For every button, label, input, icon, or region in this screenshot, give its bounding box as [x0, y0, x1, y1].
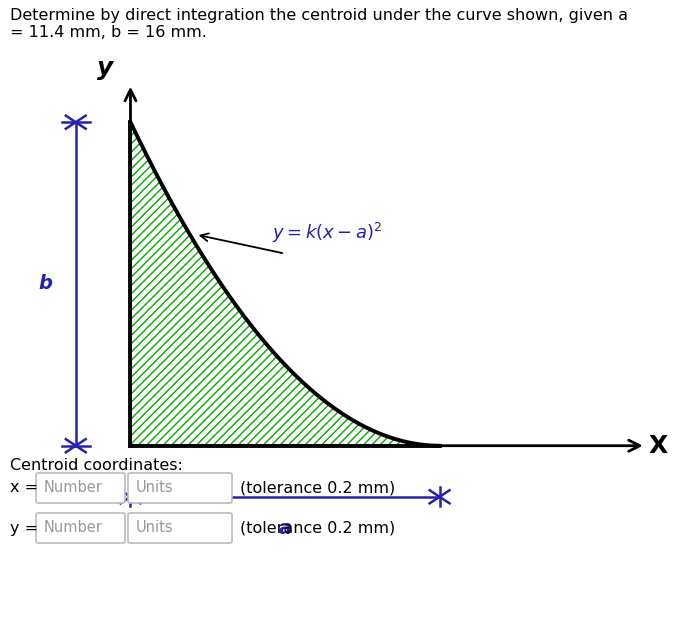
- Text: X: X: [649, 434, 668, 458]
- Text: Units: Units: [136, 481, 174, 496]
- Text: y =: y =: [10, 520, 38, 535]
- Text: a: a: [279, 519, 292, 538]
- Text: (tolerance 0.2 mm): (tolerance 0.2 mm): [240, 481, 396, 496]
- Text: Determine by direct integration the centroid under the curve shown, given a: Determine by direct integration the cent…: [10, 8, 628, 23]
- Text: x =: x =: [10, 481, 38, 496]
- FancyBboxPatch shape: [36, 513, 125, 543]
- Text: y: y: [97, 56, 113, 80]
- FancyBboxPatch shape: [128, 473, 232, 503]
- Text: Units: Units: [136, 520, 174, 535]
- Text: Centroid coordinates:: Centroid coordinates:: [10, 458, 183, 473]
- Text: = 11.4 mm, b = 16 mm.: = 11.4 mm, b = 16 mm.: [10, 25, 207, 40]
- FancyBboxPatch shape: [128, 513, 232, 543]
- Text: b: b: [38, 274, 52, 294]
- FancyBboxPatch shape: [36, 473, 125, 503]
- Text: $y=k(x-a)^2$: $y=k(x-a)^2$: [272, 221, 382, 245]
- Text: Number: Number: [44, 520, 103, 535]
- Text: (tolerance 0.2 mm): (tolerance 0.2 mm): [240, 520, 396, 535]
- Text: Number: Number: [44, 481, 103, 496]
